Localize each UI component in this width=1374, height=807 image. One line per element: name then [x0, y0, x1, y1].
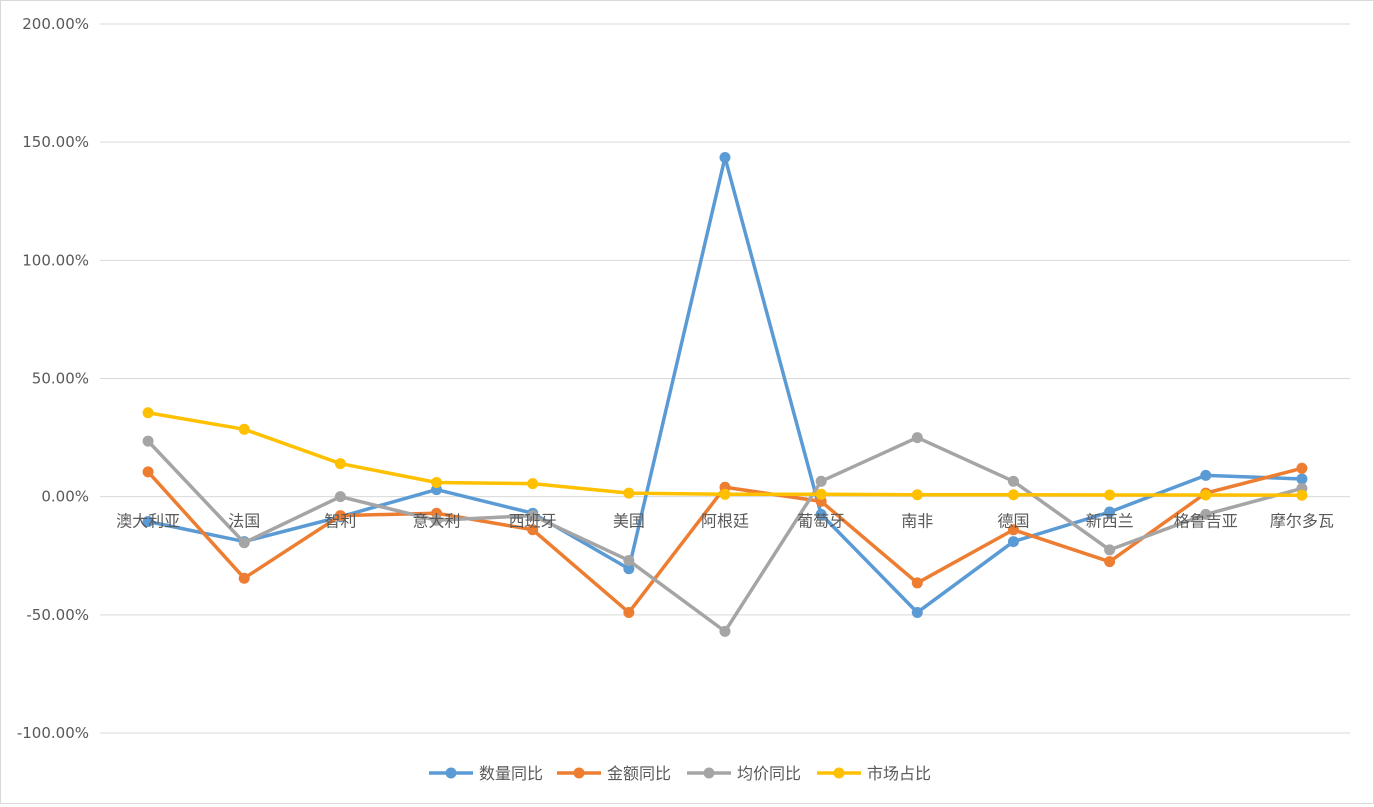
- x-tick-label: 智利: [324, 512, 356, 531]
- data-point: [911, 432, 923, 444]
- x-tick-label: 阿根廷: [701, 512, 749, 531]
- x-tick-label: 摩尔多瓦: [1270, 512, 1334, 531]
- legend-label: 均价同比: [737, 764, 801, 783]
- data-point: [142, 435, 154, 447]
- data-point: [1104, 489, 1116, 501]
- data-point: [719, 625, 731, 637]
- x-tick-label: 法国: [228, 512, 260, 531]
- legend-item: 数量同比: [429, 764, 543, 783]
- legend-label: 数量同比: [479, 764, 543, 783]
- data-point: [1104, 506, 1116, 518]
- y-tick-label: 0.00%: [41, 488, 89, 506]
- x-tick-label: 意大利: [413, 512, 461, 531]
- data-point: [1007, 524, 1019, 536]
- data-point: [238, 537, 250, 549]
- y-tick-label: -100.00%: [17, 724, 89, 742]
- data-point: [334, 510, 346, 522]
- data-point: [815, 508, 827, 520]
- legend-swatch-marker: [703, 767, 715, 779]
- data-point: [238, 572, 250, 584]
- data-point: [1296, 489, 1308, 501]
- x-tick-label: 西班牙: [509, 512, 557, 531]
- data-point: [1200, 489, 1212, 501]
- data-point: [623, 554, 635, 566]
- series-lines: [142, 152, 1308, 637]
- data-point: [142, 515, 154, 527]
- legend-item: 金额同比: [557, 764, 671, 783]
- data-point: [815, 488, 827, 500]
- data-point: [1007, 475, 1019, 487]
- legend-swatch-marker: [445, 767, 457, 779]
- legend-label: 市场占比: [867, 764, 931, 783]
- data-point: [911, 606, 923, 618]
- x-tick-label: 德国: [997, 512, 1029, 531]
- y-tick-label: 150.00%: [22, 133, 89, 151]
- data-point: [527, 510, 539, 522]
- data-point: [1007, 489, 1019, 501]
- data-point: [1296, 462, 1308, 474]
- legend: 数量同比 金额同比 均价同比 市场占比: [429, 764, 931, 783]
- data-point: [623, 606, 635, 618]
- legend-swatch-marker: [573, 767, 585, 779]
- data-point: [1104, 556, 1116, 568]
- data-point: [142, 466, 154, 478]
- data-point: [911, 577, 923, 589]
- data-point: [1200, 508, 1212, 520]
- data-point: [334, 458, 346, 470]
- data-point: [431, 514, 443, 526]
- series-line: [146, 435, 1304, 634]
- data-point: [527, 524, 539, 536]
- data-point: [1104, 544, 1116, 556]
- x-tick-label: 葡萄牙: [797, 512, 845, 531]
- series-1: [142, 152, 1308, 618]
- series-3: [142, 432, 1308, 637]
- y-tick-label: 100.00%: [22, 251, 89, 269]
- data-point: [623, 563, 635, 575]
- data-point: [142, 407, 154, 419]
- data-point: [334, 491, 346, 503]
- legend-item: 均价同比: [687, 764, 801, 783]
- data-point: [719, 488, 731, 500]
- x-tick-label: 南非: [901, 512, 933, 531]
- y-axis-tick-labels: -100.00% -50.00% 0.00% 50.00% 100.00% 150.00%…: [17, 15, 89, 742]
- data-point: [431, 476, 443, 488]
- x-tick-label: 美国: [613, 512, 645, 531]
- data-point: [719, 152, 731, 164]
- legend-label: 金额同比: [607, 764, 671, 783]
- data-point: [815, 475, 827, 487]
- y-tick-label: -50.00%: [26, 606, 89, 624]
- legend-swatch-marker: [833, 767, 845, 779]
- data-point: [623, 487, 635, 499]
- data-point: [527, 478, 539, 490]
- x-tick-label: 澳大利亚: [116, 512, 180, 531]
- data-point: [238, 423, 250, 435]
- y-tick-label: 50.00%: [32, 370, 89, 388]
- legend-item: 市场占比: [817, 764, 931, 783]
- x-tick-label: 新西兰: [1086, 512, 1134, 531]
- data-point: [1296, 473, 1308, 485]
- data-point: [1007, 536, 1019, 548]
- series-4: [142, 407, 1308, 501]
- data-point: [1200, 469, 1212, 481]
- x-axis-tick-labels: 澳大利亚 法国 智利 意大利 西班牙 美国 阿根廷 葡萄牙 南非 德国 新西兰 格鲁吉亚 摩尔多瓦: [116, 512, 1334, 531]
- y-tick-label: 200.00%: [22, 15, 89, 33]
- x-tick-label: 格鲁吉亚: [1174, 512, 1238, 531]
- data-point: [911, 489, 923, 501]
